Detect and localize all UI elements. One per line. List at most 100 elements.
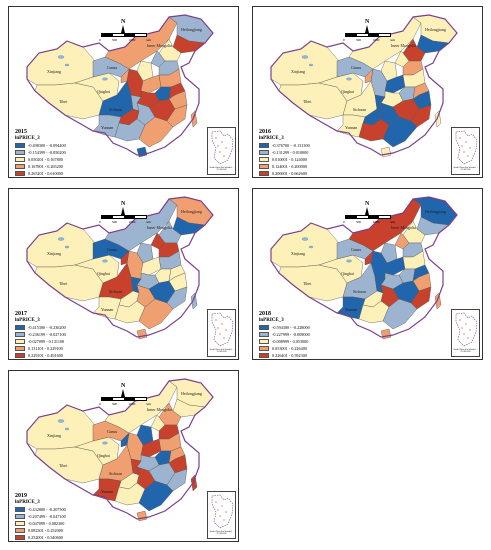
legend-year: 2017: [15, 311, 27, 317]
island-dot: [467, 155, 469, 157]
legend-row: -0.008999 - 0.053000: [259, 338, 310, 345]
place-label-heilongjiang: Heilongjiang: [181, 391, 202, 396]
legend-swatch: [259, 157, 269, 162]
region-fujian: [166, 286, 188, 310]
place-label-gansu: Gansu: [351, 247, 362, 252]
legend-row: -0.207499 - -0.047100: [15, 513, 66, 520]
south-china-sea-inset: South China Sea Islands 1 : 25 000 000: [207, 491, 236, 539]
lake: [102, 77, 108, 81]
legend-range-label: 0.053001 - 0.226400: [272, 346, 307, 351]
island-dot: [221, 323, 223, 325]
region-hainan: [136, 328, 148, 340]
place-label-tibet: Tibet: [59, 281, 68, 286]
legend-row: 0.265201 - 0.610000: [15, 170, 66, 177]
south-china-sea-inset: South China Sea Islands 1 : 25 000 000: [451, 309, 480, 357]
legend-row: -0.415300 - -0.236200: [15, 324, 66, 331]
island-dot: [217, 327, 219, 329]
china-choropleth-map: [26, 378, 214, 522]
place-label-yunnan: Yunnan: [101, 307, 114, 312]
island-dot: [461, 145, 463, 147]
map-legend: 2019 lnPRICE_3 -0.432800 - -0.207500 -0.207…: [15, 493, 66, 541]
legend-row: 0.252001 - 0.340600: [15, 534, 66, 541]
map-panel-2015: N 0 500 1000 km Xinjiang Tibet Qinghai Gansu Inne…: [8, 6, 239, 178]
legend-range-label: 0.050201 - 0.167800: [28, 157, 63, 162]
legend-swatch: [259, 150, 269, 155]
inset-map: [211, 312, 234, 347]
lake: [308, 63, 314, 67]
legend-row: 0.050201 - 0.167800: [15, 156, 66, 163]
legend-range-label: 0.226401 - 0.592300: [272, 353, 307, 358]
legend-variable: lnPRICE_3: [259, 318, 284, 323]
inset-caption: South China Sea Islands 1 : 25 000 000: [209, 348, 234, 354]
lake: [308, 245, 314, 249]
inset-map: [455, 130, 478, 165]
north-arrow-icon: N: [365, 201, 369, 215]
scale-unit: km: [146, 402, 151, 406]
place-label-gansu: Gansu: [107, 65, 118, 70]
legend-range-label: -0.498300 - -0.094400: [28, 143, 66, 148]
region-taiwan: [190, 474, 198, 492]
legend-row: 0.082301 - 0.252000: [15, 527, 66, 534]
inset-map: [211, 130, 234, 165]
place-label-sichuan: Sichuan: [109, 289, 122, 294]
legend-row: -0.594300 - -0.228000: [259, 324, 310, 331]
region-taiwan: [190, 110, 198, 128]
place-label-xinjiang: Xinjiang: [47, 69, 61, 74]
legend-swatch: [259, 325, 269, 330]
place-label-yunnan: Yunnan: [345, 125, 358, 130]
place-label-gansu: Gansu: [107, 247, 118, 252]
inset-caption: South China Sea Islands 1 : 25 000 000: [453, 348, 478, 354]
place-label-inner_mongolia: Inner Mongolia: [147, 225, 172, 230]
inset-boundary: [211, 494, 234, 529]
region-hainan: [380, 328, 392, 340]
region-taiwan: [434, 292, 442, 310]
map-legend: 2018 lnPRICE_3 -0.594300 - -0.228000 -0.227…: [259, 311, 310, 359]
island-dot: [461, 327, 463, 329]
place-label-sichuan: Sichuan: [109, 471, 122, 476]
legend-row: 0.226401 - 0.592300: [259, 352, 310, 359]
legend-year: 2018: [259, 311, 271, 317]
north-arrow-icon: N: [121, 19, 125, 33]
island-dot: [217, 509, 219, 511]
national-border: [270, 14, 458, 156]
legend-range-label: -0.047099 - 0.082300: [28, 521, 65, 526]
island-dot: [223, 337, 225, 339]
place-label-qinghai: Qinghai: [97, 271, 110, 276]
region-fujian: [410, 104, 432, 128]
legend-range-label: -0.432800 - -0.207500: [28, 507, 66, 512]
place-label-qinghai: Qinghai: [97, 89, 110, 94]
legend-year: 2015: [15, 129, 27, 135]
region-guangdong: [382, 298, 418, 330]
south-china-sea-inset: South China Sea Islands 1 : 25 000 000: [451, 127, 480, 175]
map-legend: 2017 lnPRICE_3 -0.415300 - -0.236200 -0.236…: [15, 311, 66, 359]
legend-row: -0.498300 - -0.094400: [15, 142, 66, 149]
scale-label: 500: [111, 220, 118, 224]
legend-row: 0.229101 - 0.491600: [15, 352, 66, 359]
legend-range-label: 0.131101 - 0.229100: [28, 346, 63, 351]
legend-row: -0.131299 - 0.010000: [259, 149, 310, 156]
legend-swatch: [259, 353, 269, 358]
legend-range-label: -0.154399 - -0.050200: [28, 150, 66, 155]
region-taiwan: [190, 292, 198, 310]
lake: [64, 427, 70, 431]
region-tibet: [278, 264, 348, 302]
island-dot: [215, 501, 217, 503]
north-arrow-icon: N: [121, 383, 125, 397]
south-china-sea-inset: South China Sea Islands 1 : 25 000 000: [207, 127, 236, 175]
scale-labels: 0 500 1000 km: [99, 38, 151, 42]
island-dot: [221, 505, 223, 507]
island-dot: [215, 137, 217, 139]
island-dot: [223, 155, 225, 157]
inset-caption: South China Sea Islands 1 : 25 000 000: [453, 166, 478, 172]
region-xinjiang: [26, 40, 96, 86]
legend-year: 2019: [15, 493, 27, 499]
scale-label: 0: [343, 38, 345, 42]
island-dot: [225, 511, 227, 513]
region-xinjiang: [270, 222, 340, 268]
national-border: [26, 378, 214, 520]
inset-map: [211, 494, 234, 529]
lake: [64, 63, 70, 67]
region-tibet: [34, 446, 104, 484]
scale-label: 0: [99, 402, 101, 406]
place-label-xinjiang: Xinjiang: [47, 251, 61, 256]
